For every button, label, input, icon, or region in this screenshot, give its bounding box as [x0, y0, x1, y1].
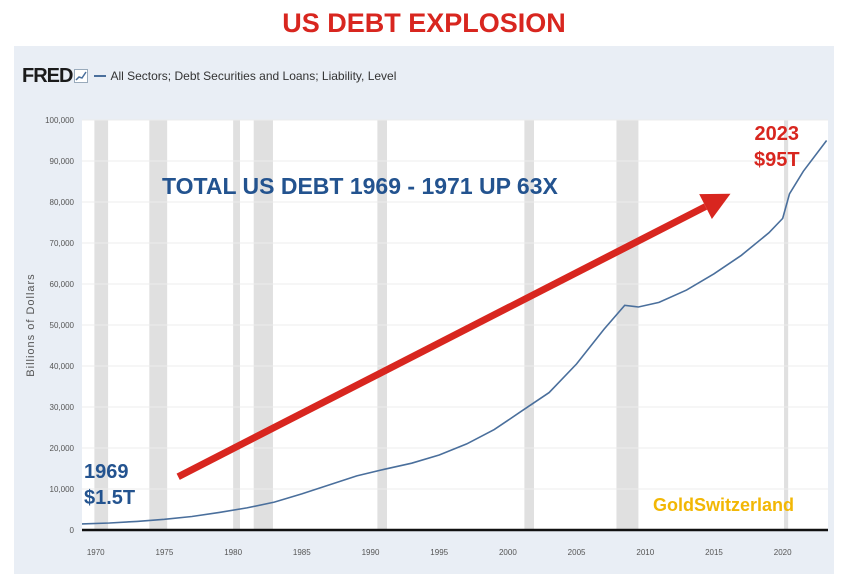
- x-tick-label: 1975: [156, 548, 174, 557]
- y-tick-label: 0: [70, 526, 75, 535]
- trend-arrow-head: [699, 193, 731, 219]
- y-tick-label: 20,000: [50, 444, 75, 453]
- headline-annotation: TOTAL US DEBT 1969 - 1971 UP 63X: [162, 173, 558, 199]
- fred-header: FRED All Sectors; Debt Securities and Lo…: [22, 64, 396, 88]
- fred-chart-icon: [74, 69, 89, 83]
- end-annotation: 2023 $95T: [754, 121, 800, 173]
- x-tick-label: 1995: [430, 548, 448, 557]
- page-title: US DEBT EXPLOSION: [282, 8, 566, 38]
- watermark: GoldSwitzerland: [653, 495, 795, 515]
- start-value-label: $1.5T: [84, 487, 136, 509]
- y-tick-label: 30,000: [50, 403, 75, 412]
- x-tick-label: 2000: [499, 548, 517, 557]
- start-year-label: 1969: [84, 461, 129, 483]
- x-axis-ticks: 1970 1975 1980 1985 1990 1995 2000 2005 2010 2015…: [87, 548, 792, 557]
- x-tick-label: 1980: [224, 548, 242, 557]
- trend-arrow: [176, 193, 731, 480]
- y-tick-label: 90,000: [50, 157, 75, 166]
- x-tick-label: 1990: [362, 548, 380, 557]
- x-tick-label: 1985: [293, 548, 311, 557]
- series-line-legend-icon: [94, 75, 107, 77]
- y-axis-ticks: 0 10,000 20,000 30,000 40,000 50,000 60,000 70,…: [45, 116, 74, 535]
- y-tick-label: 40,000: [50, 362, 75, 371]
- x-tick-label: 2005: [568, 548, 586, 557]
- y-tick-label: 80,000: [50, 198, 75, 207]
- series-label: All Sectors; Debt Securities and Loans; …: [110, 69, 397, 83]
- x-tick-label: 2015: [705, 548, 723, 557]
- trend-arrow-shaft: [176, 203, 708, 480]
- debt-series-line: [81, 140, 828, 525]
- gridlines: [82, 119, 828, 490]
- start-annotation: 1969 $1.5T: [84, 459, 135, 511]
- y-axis-title: Billions of Dollars: [25, 273, 37, 376]
- x-tick-label: 1970: [87, 548, 105, 557]
- end-value-label: $95T: [754, 149, 800, 171]
- y-tick-label: 100,000: [45, 116, 74, 125]
- y-tick-label: 50,000: [50, 321, 75, 330]
- fred-logo: FRED: [22, 64, 73, 87]
- y-tick-label: 10,000: [50, 485, 75, 494]
- end-year-label: 2023: [754, 123, 800, 145]
- y-tick-label: 60,000: [50, 280, 75, 289]
- y-tick-label: 70,000: [50, 239, 75, 248]
- x-tick-label: 2020: [774, 548, 792, 557]
- x-tick-label: 2010: [636, 548, 654, 557]
